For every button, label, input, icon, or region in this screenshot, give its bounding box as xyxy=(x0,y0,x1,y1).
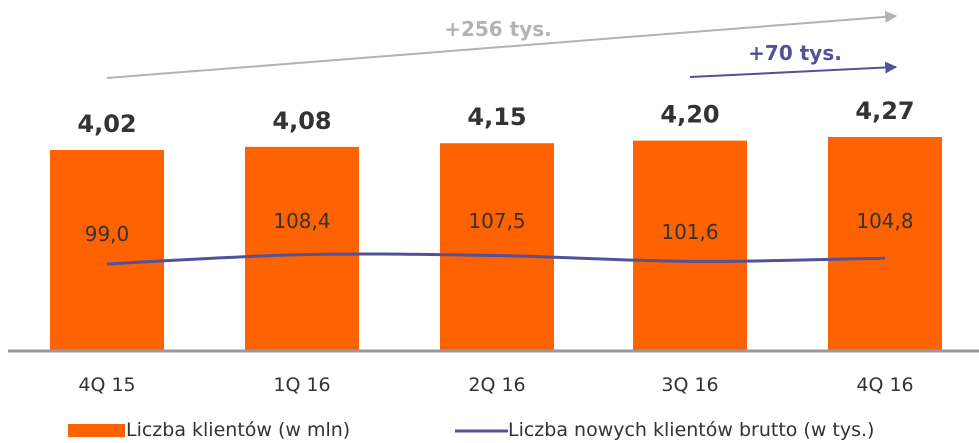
bar-value-label: 4,27 xyxy=(855,97,914,125)
annotations-layer: +256 tys. +70 tys. xyxy=(106,10,898,79)
x-tick-label: 4Q 16 xyxy=(856,374,913,396)
growth-label-total: +256 tys. xyxy=(444,17,552,41)
labels-layer: 4,02 4,08 4,15 4,20 4,27 4Q 15 1Q 16 2Q 16 3Q 16… xyxy=(77,97,914,396)
x-tick-label: 2Q 16 xyxy=(468,374,525,396)
legend-bar-swatch xyxy=(68,424,125,437)
bars-layer xyxy=(50,137,942,351)
bar-value-label: 4,02 xyxy=(77,110,136,138)
line-value-label: 107,5 xyxy=(468,209,525,233)
line-value-label: 99,0 xyxy=(85,222,130,246)
bar-4q-15 xyxy=(50,150,164,351)
growth-label-last-quarter: +70 tys. xyxy=(748,41,842,65)
bar-4q-16 xyxy=(828,137,942,351)
x-tick-label: 1Q 16 xyxy=(273,374,330,396)
x-tick-label: 3Q 16 xyxy=(661,374,718,396)
legend: Liczba klientów (w mln) Liczba nowych kli… xyxy=(68,419,874,441)
bar-3q-16 xyxy=(633,140,747,351)
legend-line-label: Liczba nowych klientów brutto (w tys.) xyxy=(508,419,874,441)
growth-arrow-last-quarter xyxy=(689,61,898,78)
line-series-new-clients xyxy=(106,252,886,266)
bar-value-label: 4,15 xyxy=(467,103,526,131)
bar-value-label: 4,20 xyxy=(660,101,719,129)
bar-1q-16 xyxy=(245,146,359,351)
bar-2q-16 xyxy=(440,143,554,351)
x-tick-label: 4Q 15 xyxy=(78,374,135,396)
line-value-label: 101,6 xyxy=(661,220,718,244)
bar-value-label: 4,08 xyxy=(272,107,331,135)
legend-bar-label: Liczba klientów (w mln) xyxy=(126,419,350,441)
line-layer xyxy=(106,252,886,266)
line-value-label: 104,8 xyxy=(856,209,913,233)
growth-arrow-total xyxy=(106,10,898,79)
line-value-label: 108,4 xyxy=(273,209,330,233)
